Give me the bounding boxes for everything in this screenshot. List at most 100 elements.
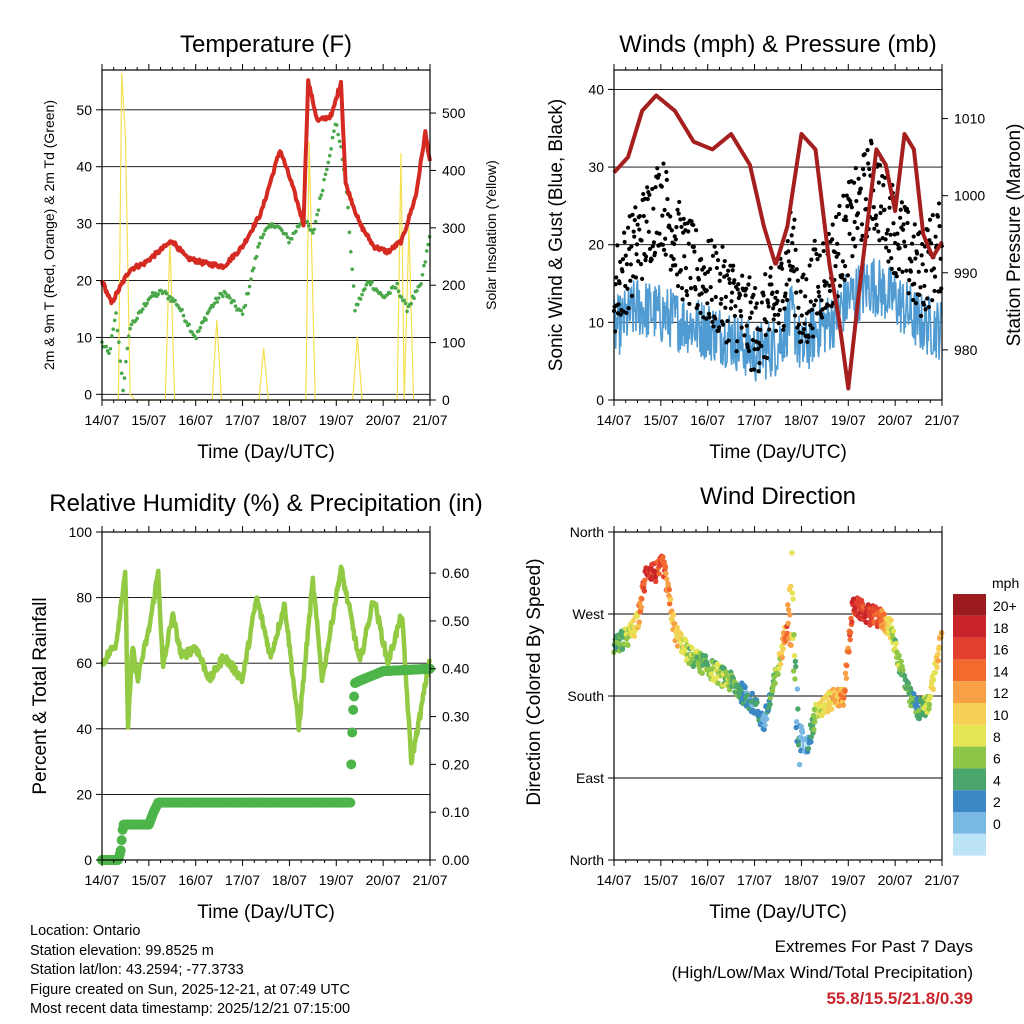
extremes-description: (High/Low/Max Wind/Total Precipitation) (671, 963, 973, 982)
gust-point (791, 225, 796, 230)
dewpoint-point (128, 326, 132, 331)
direction-point (664, 576, 670, 582)
gust-point (863, 197, 869, 202)
y-tick-label: 80 (76, 590, 92, 606)
dewpoint-point (399, 295, 404, 299)
gust-point (917, 292, 922, 297)
legend-swatch (953, 812, 986, 834)
gust-point (628, 262, 633, 267)
dewpoint-point (309, 228, 314, 233)
gust-point (805, 339, 810, 345)
direction-point (934, 664, 940, 670)
gust-point (735, 287, 740, 292)
extremes-box: Extremes For Past 7 Days (High/Low/Max W… (672, 934, 973, 1012)
gust-point (688, 275, 693, 281)
gust-point (726, 338, 731, 343)
y2-tick-label: 0.20 (442, 756, 469, 772)
legend-label: 10 (993, 707, 1009, 723)
direction-point (660, 554, 666, 560)
gust-point (733, 304, 738, 309)
rainfall-point (115, 845, 126, 856)
y-tick-label: 10 (76, 329, 92, 345)
dewpoint-point (184, 320, 189, 324)
gust-point (775, 298, 780, 303)
gust-point (876, 229, 881, 234)
gust-point (854, 198, 859, 204)
dewpoint-point (254, 254, 259, 259)
gust-point (757, 360, 762, 366)
dewpoint-point (216, 296, 221, 300)
x-tick-label: 16/07 (690, 872, 725, 888)
gust-point (812, 302, 817, 308)
gust-point (718, 271, 723, 276)
pressure-line (612, 93, 944, 391)
gust-point (784, 282, 789, 287)
dewpoint-point (187, 322, 191, 327)
gust-point (860, 167, 866, 172)
direction-point (789, 550, 795, 556)
dewpoint-point (167, 294, 172, 299)
gust-point (916, 269, 921, 274)
direction-point (642, 577, 648, 583)
gust-point (932, 274, 938, 279)
gust-point (710, 253, 716, 258)
gust-point (781, 327, 786, 332)
direction-point (761, 726, 767, 733)
direction-point (796, 742, 802, 748)
dewpoint-point (249, 277, 253, 281)
gust-point (766, 304, 771, 309)
gust-point (620, 269, 625, 274)
gust-point (899, 200, 904, 205)
gust-point (708, 266, 713, 272)
gust-point (797, 330, 802, 335)
gust-point (651, 240, 657, 245)
dewpoint-point (207, 309, 211, 314)
gust-point (710, 319, 715, 325)
gust-point (779, 261, 784, 266)
x-tick-label: 14/07 (84, 872, 119, 888)
dewpoint-point (311, 231, 315, 235)
gust-point (904, 268, 909, 273)
gust-point (753, 305, 758, 310)
direction-point (749, 690, 756, 697)
legend-swatch (953, 637, 986, 660)
legend-swatch (953, 615, 986, 638)
gust-point (918, 285, 923, 290)
gust-point (827, 283, 832, 288)
gust-point (787, 277, 792, 282)
dewpoint-point (347, 230, 352, 235)
gust-point (704, 288, 709, 293)
dewpoint-point (426, 242, 430, 247)
gust-point (728, 306, 734, 311)
gust-point (842, 277, 847, 282)
gust-point (705, 269, 711, 275)
dewpoint-point (122, 376, 127, 380)
y-tick-label: 20 (76, 786, 92, 802)
dewpoint-point (124, 359, 128, 364)
dewpoint-point (204, 318, 208, 322)
dewpoint-point (325, 167, 329, 172)
gust-point (696, 277, 702, 282)
gust-point (716, 328, 721, 333)
dewpoint-point (370, 280, 374, 284)
gust-point (759, 344, 764, 349)
x-tick-label: 18/07 (784, 412, 819, 428)
gust-point (866, 161, 871, 166)
x-tick-label: 18/07 (272, 412, 307, 428)
gust-point (683, 266, 689, 271)
dewpoint-point (233, 304, 238, 308)
gust-point (901, 222, 906, 227)
x-tick-label: 20/07 (366, 412, 401, 428)
x-tick-label: 15/07 (643, 412, 678, 428)
gust-point (891, 221, 896, 226)
gust-point (681, 216, 686, 221)
dewpoint-point (313, 219, 318, 224)
dewpoint-point (211, 304, 215, 309)
dewpoint-point (424, 249, 429, 253)
dewpoint-point (306, 224, 311, 228)
gust-point (836, 251, 841, 257)
direction-point (840, 702, 847, 708)
gust-point (693, 228, 699, 233)
gust-point (837, 203, 842, 209)
